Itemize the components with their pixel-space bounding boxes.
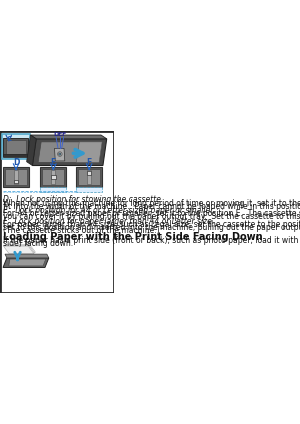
Bar (87, 171, 92, 175)
Polygon shape (76, 142, 102, 162)
Polygon shape (3, 258, 49, 268)
Polygon shape (9, 259, 46, 266)
Bar (3, 167, 29, 187)
Circle shape (59, 153, 61, 155)
FancyBboxPatch shape (2, 134, 31, 159)
Text: E: E (58, 132, 62, 137)
Text: F: F (87, 158, 92, 167)
Bar (14, 170, 18, 184)
Circle shape (58, 152, 62, 156)
Polygon shape (3, 246, 34, 254)
Text: F:  Lock position for paper larger than A4 or Letter size: F: Lock position for paper larger than A… (3, 217, 212, 226)
Text: set to this position and inserted into the machine, pulling out the paper output: set to this position and inserted into t… (3, 223, 300, 232)
Bar (14, 180, 18, 184)
Bar (40, 187, 66, 192)
Polygon shape (27, 135, 36, 165)
Text: C: C (6, 136, 11, 142)
Text: you can cover it by pulling out the paper output tray.  Set the cassette to this: you can cover it by pulling out the pape… (3, 212, 300, 221)
Text: E:  Lock position for A4 or Letter-sized paper or smaller: E: Lock position for A4 or Letter-sized … (3, 206, 213, 215)
Text: E: E (51, 158, 56, 167)
Bar (52, 170, 55, 184)
Text: For A4 or Letter-sized paper or smaller, set it to the position E.  The cassette: For A4 or Letter-sized paper or smaller,… (3, 209, 300, 218)
Bar (51, 176, 56, 179)
Text: For paper larger than A4 size, such as Legal size, set the cassette to the posit: For paper larger than A4 size, such as L… (3, 220, 300, 229)
Text: Loading Paper with the Print Side Facing Down: Loading Paper with the Print Side Facing… (3, 232, 263, 242)
Polygon shape (32, 139, 107, 165)
Polygon shape (5, 254, 49, 258)
Bar (42, 169, 64, 185)
Bar (5, 169, 27, 185)
Bar (76, 187, 102, 192)
Text: D:  Lock position for stowing the cassette: D: Lock position for stowing the cassett… (3, 195, 161, 204)
Text: If the paper has a print side (front or back), such as photo paper, load it with: If the paper has a print side (front or … (3, 236, 300, 245)
Text: When not using this machine for long period of time or moving it, set it to the : When not using this machine for long per… (3, 199, 300, 208)
FancyBboxPatch shape (6, 140, 26, 153)
Text: (The cassette sticks out of the machine.): (The cassette sticks out of the machine.… (3, 226, 160, 235)
Polygon shape (5, 245, 35, 252)
Bar (78, 169, 100, 185)
Text: D: D (13, 158, 19, 167)
Text: fit into the width of the machine.  Paper cannot be loaded while in this positio: fit into the width of the machine. Paper… (3, 201, 300, 211)
Text: F: F (61, 132, 66, 137)
FancyBboxPatch shape (3, 154, 28, 157)
Text: side) facing down.: side) facing down. (3, 239, 73, 248)
Bar (87, 170, 91, 184)
Bar (76, 167, 102, 187)
Text: D: D (53, 132, 59, 137)
FancyBboxPatch shape (3, 138, 28, 156)
Bar (40, 167, 66, 187)
Polygon shape (55, 148, 65, 161)
Polygon shape (31, 135, 107, 139)
Polygon shape (38, 142, 102, 162)
Polygon shape (4, 245, 35, 253)
